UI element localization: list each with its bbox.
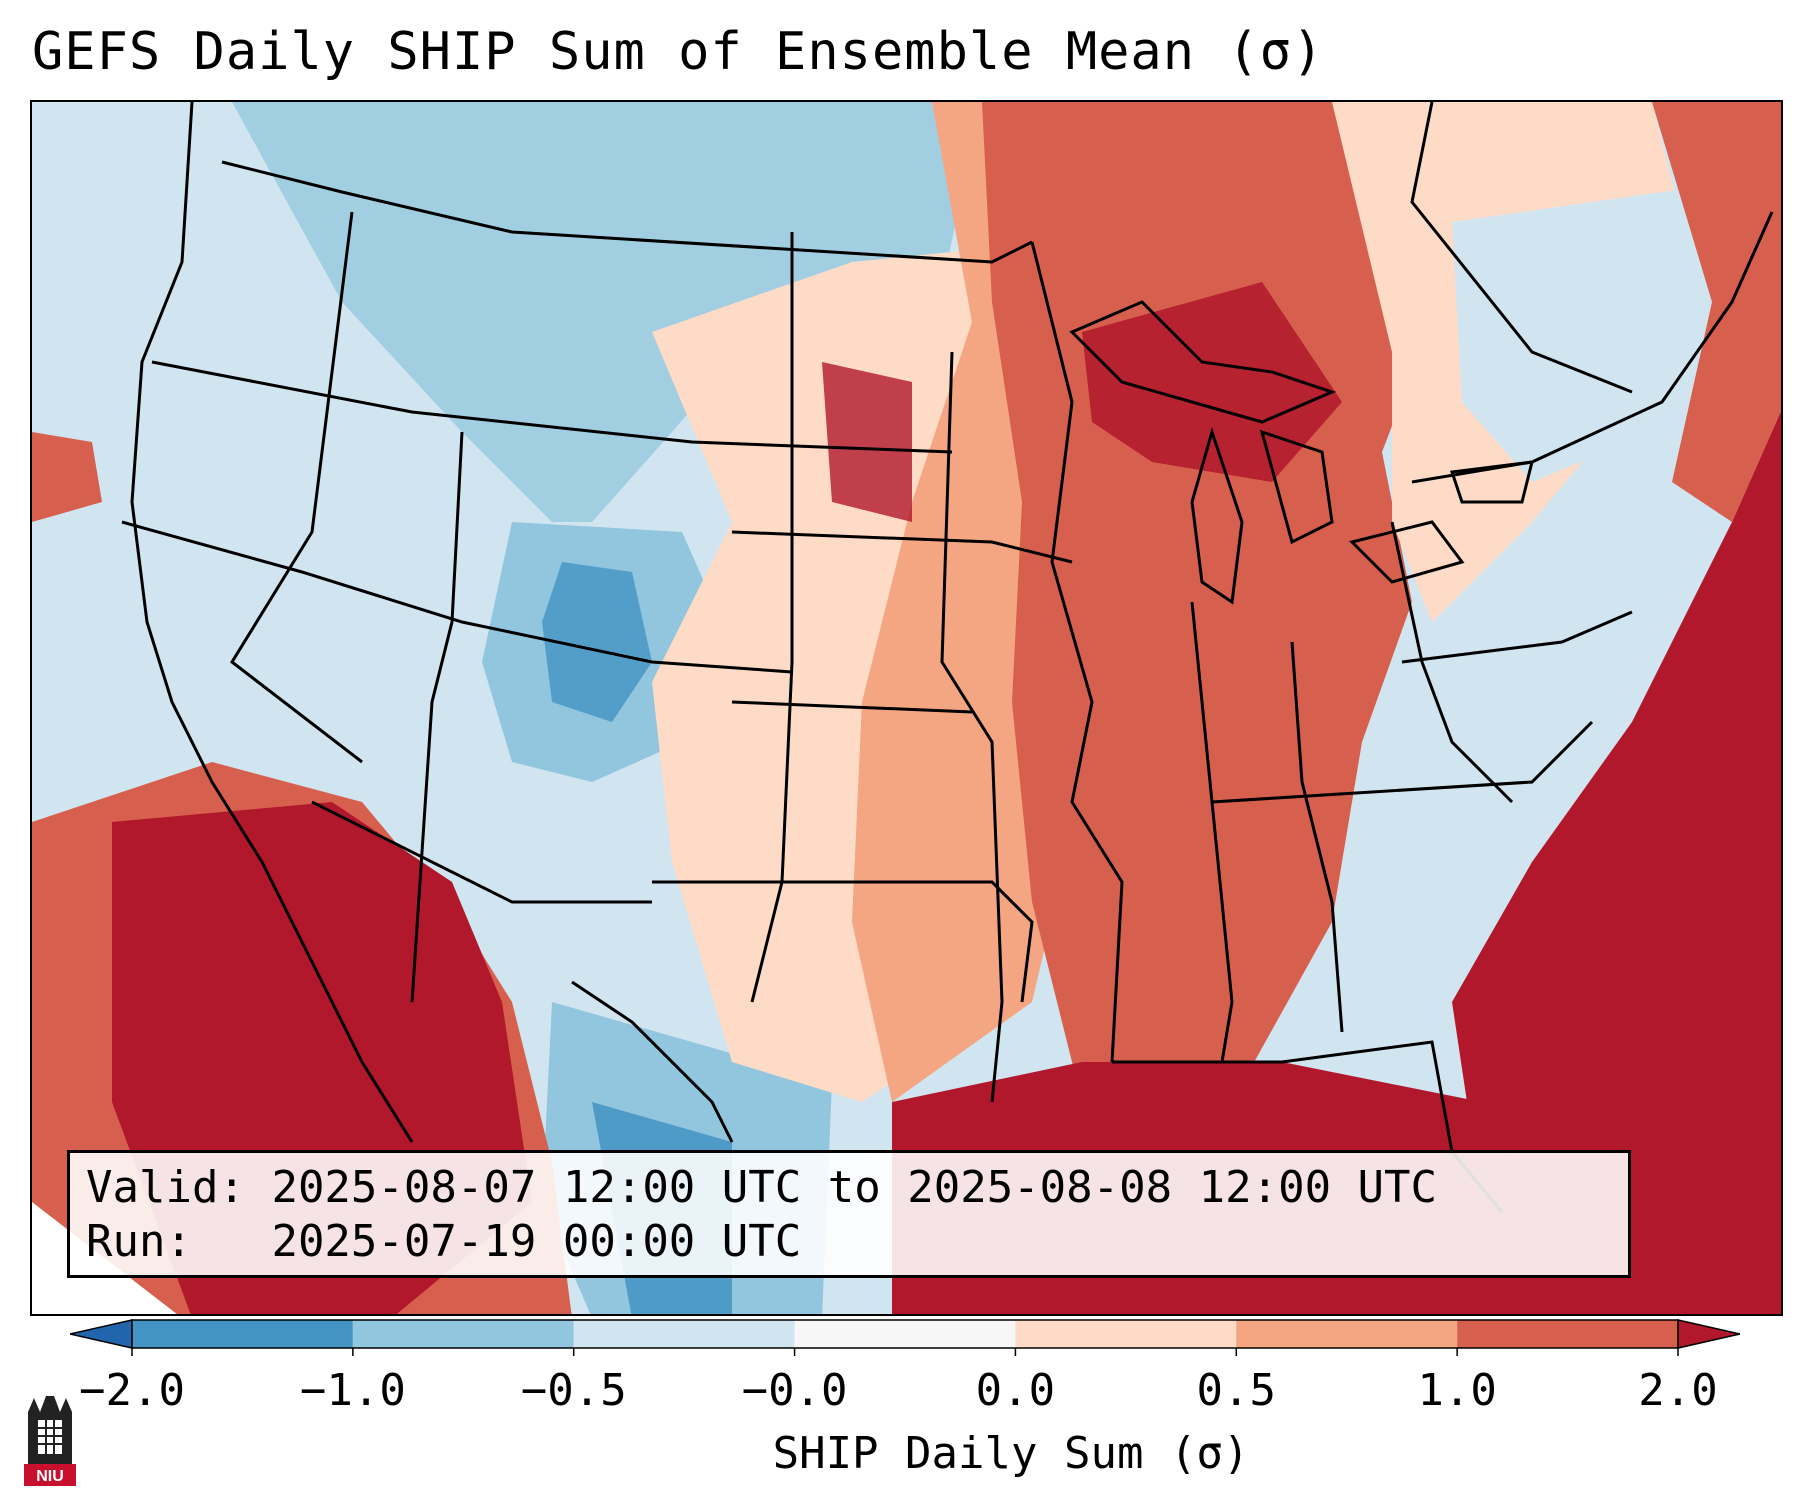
lakes-dark-red [1082,282,1342,482]
atlantic-dark-red [1452,411,1781,1314]
colorado-dark-blue [542,562,652,722]
run-label: Run: [86,1216,192,1267]
valid-row: Valid: 2025-08-07 12:00 UTC to 2025-08-0… [86,1161,1612,1215]
colorbar-segment [1015,1320,1237,1348]
colorbar-over-arrow [1677,1319,1740,1349]
great-lakes [1069,300,1534,605]
colorbar-segment [1457,1320,1678,1348]
colorbar-tick-label: 0.0 [975,1365,1056,1416]
colorbar-tick-label: −0.5 [520,1365,627,1416]
colorbar-segment [573,1320,795,1348]
colorbar-segment [794,1320,1016,1348]
northeast-blue [1452,182,1752,482]
map-panel [30,100,1783,1316]
colorbar-segment [132,1320,353,1348]
colorbar-tick-label: −1.0 [299,1365,406,1416]
dakota-dark-red [822,362,912,522]
colorbar-segments [70,1319,1740,1356]
colorbar-tick-label: −2.0 [79,1365,185,1416]
state-boundaries [121,102,1774,1213]
niu-logo: NIU [24,1396,76,1486]
valid-label: Valid: [86,1162,245,1213]
colorbar [70,1319,1740,1356]
run-row: Run: 2025-07-19 00:00 UTC [86,1215,1612,1269]
shading-map [32,102,1781,1314]
colorbar-segment [1236,1320,1458,1348]
colorbar-under-arrow [70,1319,133,1349]
colorbar-label: SHIP Daily Sum (σ) [772,1428,1250,1479]
validity-info-box: Valid: 2025-08-07 12:00 UTC to 2025-08-0… [67,1150,1631,1278]
northwest-blue-region [232,102,982,522]
chart-title: GEFS Daily SHIP Sum of Ensemble Mean (σ) [32,22,1325,82]
svg-text:NIU: NIU [36,1468,64,1485]
offshore-red [32,432,102,522]
run-value: 2025-07-19 00:00 UTC [271,1216,802,1267]
colorbar-outline [131,1319,1679,1349]
colorbar-tick-label: 1.0 [1417,1365,1497,1416]
colorbar-segment [352,1320,574,1348]
colorbar-tick-label: −0.0 [741,1365,848,1416]
valid-value: 2025-08-07 12:00 UTC to 2025-08-08 12:00… [271,1162,1438,1213]
colorbar-tick-label: 0.5 [1196,1365,1277,1416]
colorbar-tick-label: 2.0 [1638,1365,1718,1416]
atlantic-red-north [1652,102,1781,522]
